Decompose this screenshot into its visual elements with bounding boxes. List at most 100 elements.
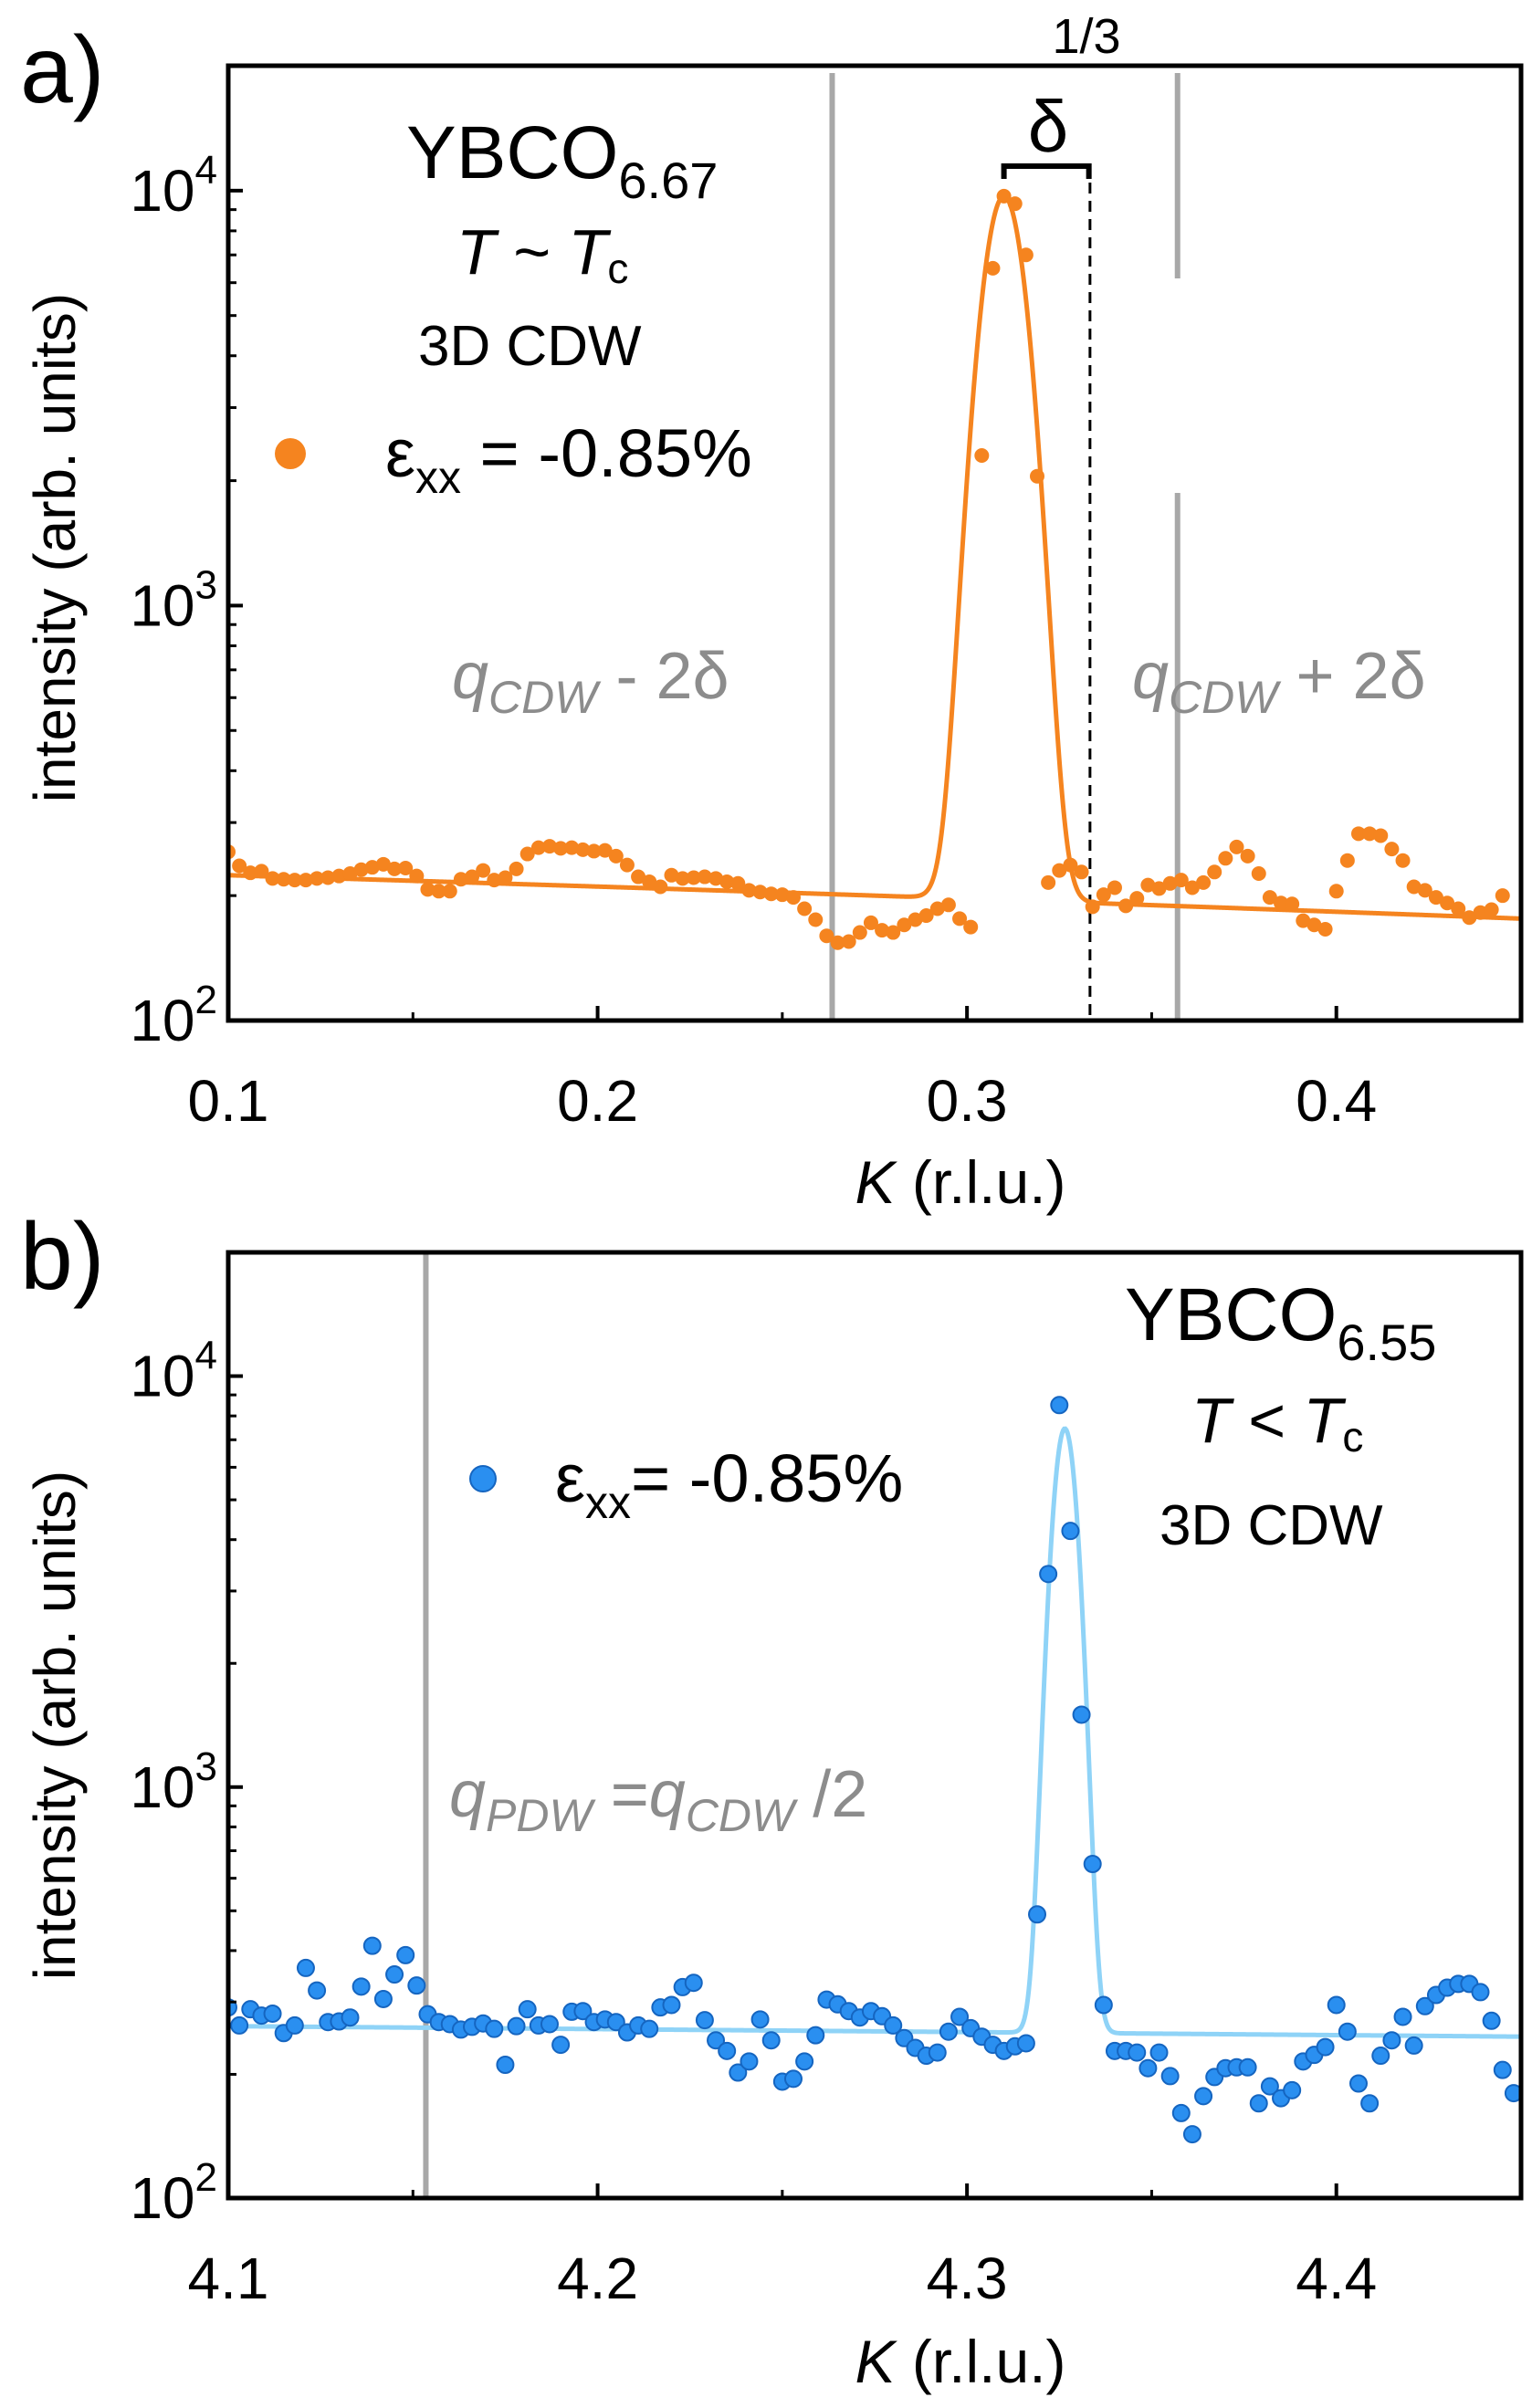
data-point xyxy=(1404,2036,1423,2055)
data-point xyxy=(996,188,1012,204)
data-point xyxy=(1139,2058,1158,2078)
data-point xyxy=(631,869,646,885)
data-point xyxy=(797,901,813,916)
data-point xyxy=(310,871,325,886)
data-point xyxy=(918,908,934,924)
data-point xyxy=(287,873,302,888)
data-point xyxy=(974,447,990,463)
data-point xyxy=(320,870,336,885)
data-point xyxy=(375,856,391,872)
data-point xyxy=(1028,1905,1047,1924)
data-point xyxy=(1306,917,1322,933)
data-point xyxy=(1184,880,1200,895)
data-point xyxy=(1160,2067,1180,2086)
panel-a-fit-curve xyxy=(228,194,1521,921)
data-point xyxy=(1251,866,1266,882)
data-point xyxy=(553,841,569,856)
data-point xyxy=(1194,2087,1213,2106)
data-point xyxy=(963,919,979,935)
panel-b-label: b) xyxy=(20,1204,104,1310)
data-point xyxy=(431,884,446,899)
panel-a-y-axis-label: intensity (arb. units) xyxy=(22,293,88,802)
panel-a-q-minus-label: qCDW - 2δ xyxy=(452,640,729,723)
panel-b-data-points xyxy=(228,1396,1521,2144)
data-point xyxy=(1218,851,1233,866)
data-point xyxy=(298,873,313,888)
data-point xyxy=(1283,2080,1302,2099)
data-point xyxy=(1473,905,1488,920)
data-point xyxy=(719,874,735,889)
panel-b-sample-label: YBCO6.55 xyxy=(1125,1273,1436,1371)
data-point xyxy=(1371,2047,1390,2066)
data-point xyxy=(530,840,546,855)
panel-a-q-plus-label: qCDW + 2δ xyxy=(1132,640,1426,723)
data-point xyxy=(498,870,513,885)
data-point xyxy=(1285,896,1300,912)
data-point xyxy=(1339,853,1355,868)
data-point xyxy=(1196,874,1212,890)
panel-b-frame xyxy=(226,1250,1524,2201)
data-point xyxy=(1471,1983,1490,2002)
data-point xyxy=(908,912,923,927)
data-point xyxy=(686,870,701,885)
data-point xyxy=(830,935,845,950)
data-point xyxy=(409,868,425,884)
data-point xyxy=(573,2002,593,2021)
data-point xyxy=(263,2004,282,2023)
data-point xyxy=(296,1958,315,1977)
data-point xyxy=(608,848,624,864)
data-point xyxy=(1016,2034,1035,2053)
data-point xyxy=(1229,839,1244,854)
data-point xyxy=(1384,842,1400,857)
x-tick-label: 0.4 xyxy=(1296,1068,1377,1134)
data-point xyxy=(1182,2125,1201,2144)
data-point xyxy=(1406,879,1422,895)
y-tick-label: 102 xyxy=(130,2155,217,2231)
data-point xyxy=(509,861,524,876)
data-point xyxy=(1118,898,1134,914)
data-point xyxy=(806,2026,825,2045)
data-point xyxy=(1140,877,1156,893)
data-point xyxy=(507,2016,526,2036)
data-point xyxy=(785,890,801,906)
data-point xyxy=(985,260,1001,276)
data-point xyxy=(243,865,258,881)
data-point xyxy=(950,2007,970,2026)
data-point xyxy=(684,1974,703,1993)
data-point xyxy=(407,1976,426,1995)
data-point xyxy=(453,872,468,887)
data-point xyxy=(519,846,535,862)
data-point xyxy=(707,2031,726,2050)
data-point xyxy=(1451,901,1466,916)
data-point xyxy=(1493,2060,1512,2079)
panel-a-sample-label: YBCO6.67 xyxy=(406,111,718,209)
data-point xyxy=(928,2043,947,2062)
data-point xyxy=(761,2031,781,2050)
data-point xyxy=(897,917,912,933)
panel-b-x-axis-label: K (r.l.u.) xyxy=(855,2328,1065,2395)
panel-a-one-third-label: 1/3 xyxy=(1052,9,1120,64)
data-point xyxy=(1428,890,1443,906)
data-point xyxy=(697,869,712,885)
data-point xyxy=(763,886,779,902)
data-point xyxy=(487,873,502,888)
y-tick-label: 103 xyxy=(130,1744,217,1820)
data-point xyxy=(1440,895,1455,911)
panel-a-reference-lines xyxy=(829,73,1180,1021)
data-point xyxy=(1052,863,1067,878)
data-point xyxy=(353,862,369,877)
data-point xyxy=(730,875,746,891)
data-point xyxy=(1296,913,1311,928)
panel-b-pdw-label: qPDW =qCDW /2 xyxy=(449,1758,867,1841)
data-point xyxy=(1162,875,1178,891)
x-tick-label: 4.2 xyxy=(557,2246,638,2311)
x-tick-label: 4.3 xyxy=(927,2246,1008,2311)
panel-a-label: a) xyxy=(20,17,104,123)
data-point xyxy=(1495,888,1510,904)
panel-a: a) 0.1 0.2 0.3 0.4 102 103 104 K (r.l.u.) int… xyxy=(20,9,1524,1216)
data-point xyxy=(939,2022,958,2041)
x-tick-label: 0.3 xyxy=(927,1068,1008,1134)
panel-b-cdw-label: 3D CDW xyxy=(1159,1494,1383,1557)
panel-b-y-axis: 102 103 104 xyxy=(130,1334,243,2231)
